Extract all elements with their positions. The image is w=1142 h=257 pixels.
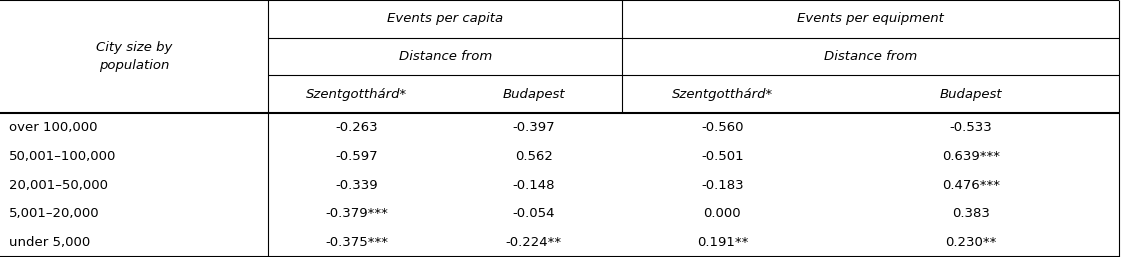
Text: -0.379***: -0.379*** <box>325 207 388 220</box>
Text: over 100,000: over 100,000 <box>9 121 97 134</box>
Text: -0.339: -0.339 <box>336 179 378 191</box>
Text: -0.533: -0.533 <box>949 121 992 134</box>
Text: -0.375***: -0.375*** <box>325 236 388 249</box>
Text: 0.639***: 0.639*** <box>942 150 999 163</box>
Text: under 5,000: under 5,000 <box>9 236 90 249</box>
Text: -0.397: -0.397 <box>513 121 555 134</box>
Text: Events per equipment: Events per equipment <box>797 12 944 25</box>
Text: 0.562: 0.562 <box>515 150 553 163</box>
Text: Budapest: Budapest <box>502 88 565 101</box>
Text: 0.476***: 0.476*** <box>942 179 999 191</box>
Text: -0.148: -0.148 <box>513 179 555 191</box>
Text: Budapest: Budapest <box>940 88 1002 101</box>
Text: Szentgotthárd*: Szentgotthárd* <box>671 88 773 101</box>
Text: 0.000: 0.000 <box>703 207 741 220</box>
Text: 5,001–20,000: 5,001–20,000 <box>9 207 99 220</box>
Text: 50,001–100,000: 50,001–100,000 <box>9 150 116 163</box>
Text: Events per capita: Events per capita <box>387 12 504 25</box>
Text: -0.597: -0.597 <box>336 150 378 163</box>
Text: Distance from: Distance from <box>399 50 492 63</box>
Text: 0.191**: 0.191** <box>697 236 748 249</box>
Text: -0.183: -0.183 <box>701 179 743 191</box>
Text: -0.560: -0.560 <box>701 121 743 134</box>
Text: -0.263: -0.263 <box>336 121 378 134</box>
Text: 0.383: 0.383 <box>951 207 990 220</box>
Text: Distance from: Distance from <box>825 50 917 63</box>
Text: -0.501: -0.501 <box>701 150 743 163</box>
Text: -0.054: -0.054 <box>513 207 555 220</box>
Text: City size by
population: City size by population <box>96 41 172 72</box>
Text: Szentgotthárd*: Szentgotthárd* <box>306 88 408 101</box>
Text: -0.224**: -0.224** <box>506 236 562 249</box>
Text: 0.230**: 0.230** <box>946 236 996 249</box>
Text: 20,001–50,000: 20,001–50,000 <box>9 179 108 191</box>
